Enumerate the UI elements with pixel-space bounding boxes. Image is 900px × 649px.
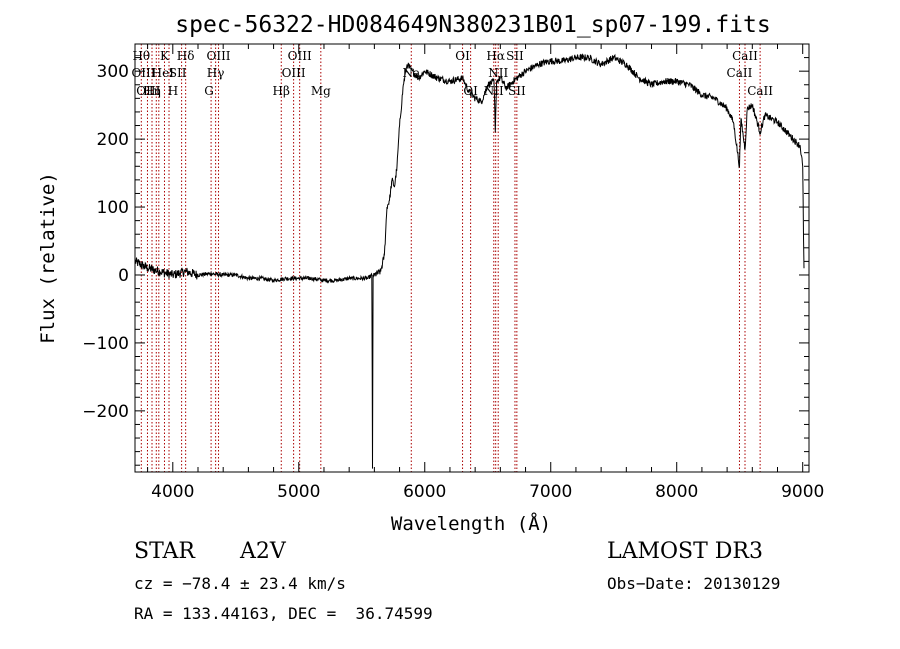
line-label-1: OIII <box>131 66 155 80</box>
survey-name: LAMOST DR3 <box>607 539 763 564</box>
y-axis-label: Flux (relative) <box>37 172 59 344</box>
x-tick-label-3: 7000 <box>529 482 572 502</box>
object-type: STAR <box>134 539 195 564</box>
line-label-11: OIII <box>206 49 230 63</box>
line-label-20: Hα <box>486 49 505 63</box>
series-line-spectrum <box>134 53 805 469</box>
x-tick-label-4: 8000 <box>655 482 698 502</box>
subclass: A2V <box>240 539 286 564</box>
line-label-3: OIII <box>136 84 160 98</box>
line-label-6: H <box>168 84 178 98</box>
line-label-9: G <box>204 84 214 98</box>
line-label-21: NII <box>488 66 508 80</box>
line-label-23: SII <box>508 84 526 98</box>
plot-frame <box>134 43 810 473</box>
line-labels-layer: HθOIIIHηOIIIHeIKHSIIHδGHγOIIIHβOIIIOIIIM… <box>131 49 773 98</box>
line-label-0: Hθ <box>132 49 150 63</box>
line-label-4: HeI <box>152 66 175 80</box>
redshift-velocity: cz = −78.4 ± 23.4 km/s <box>134 574 346 593</box>
x-axis-label: Wavelength (Å) <box>391 512 551 535</box>
axes-layer: 4000 5000 6000 7000 8000 9000 −200 −100 0 100 200 3… <box>82 44 824 502</box>
line-label-2: Hη <box>143 84 161 98</box>
line-label-25: CaII <box>732 49 758 63</box>
line-label-10: Hγ <box>207 66 225 80</box>
y-tick-label-4: 200 <box>97 130 129 150</box>
y-tick-label-2: 0 <box>118 266 129 286</box>
x-tick-label-5: 9000 <box>781 482 824 502</box>
line-label-26: CaII <box>747 84 773 98</box>
line-label-24: CaII <box>727 66 753 80</box>
y-tick-label-1: −100 <box>82 334 129 354</box>
emission-lines-layer <box>140 44 761 472</box>
line-label-22: SII <box>506 49 524 63</box>
line-label-5: K <box>160 49 170 63</box>
y-tick-label-5: 300 <box>97 62 129 82</box>
line-label-12: Hβ <box>273 84 290 98</box>
y-tick-label-3: 100 <box>97 198 129 218</box>
coordinates: RA = 133.44163, DEC = 36.74599 <box>134 604 433 623</box>
line-label-14: OIII <box>288 49 312 63</box>
line-label-13: OIII <box>282 66 306 80</box>
line-label-8: Hδ <box>177 49 195 63</box>
observation-date: Obs−Date: 20130129 <box>607 574 781 593</box>
line-label-7: SII <box>169 66 187 80</box>
chart-title: spec-56322-HD084649N380231B01_sp07-199.f… <box>175 12 770 38</box>
x-tick-label-0: 4000 <box>151 482 194 502</box>
line-label-17: OI <box>455 49 470 63</box>
y-tick-label-0: −200 <box>82 402 129 422</box>
x-tick-label-1: 5000 <box>277 482 320 502</box>
spectrum-layer <box>134 53 805 469</box>
line-label-15: Mg <box>311 84 331 98</box>
x-tick-label-2: 6000 <box>403 482 446 502</box>
